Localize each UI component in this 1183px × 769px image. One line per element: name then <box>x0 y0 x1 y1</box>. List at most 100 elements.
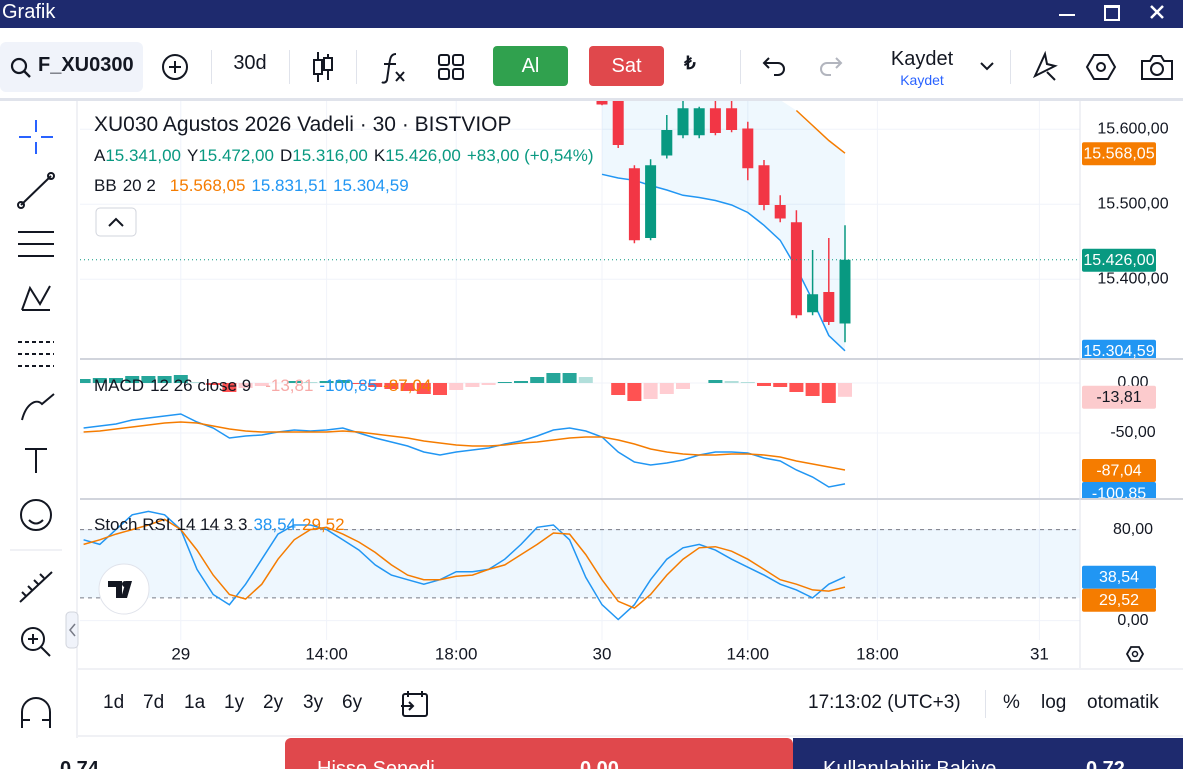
histogram-bar <box>805 383 820 396</box>
maximize-button[interactable] <box>1104 5 1120 21</box>
fib-tool[interactable] <box>18 231 54 257</box>
price-badge-label: 29,52 <box>1099 592 1139 609</box>
candle-body <box>612 100 624 145</box>
candle-body <box>742 128 754 169</box>
text-tool[interactable] <box>25 448 47 473</box>
minimize-button[interactable] <box>1059 14 1075 16</box>
stoch-legend: Stoch RSI 14 14 3 3 38,54 29,52 <box>94 515 351 535</box>
range-button[interactable]: 6y <box>342 692 363 713</box>
search-icon <box>10 57 31 78</box>
x-tick-label: 18:00 <box>856 644 899 663</box>
stock-value: 0,00 <box>580 758 619 769</box>
snapshot-button[interactable] <box>1140 53 1174 81</box>
settings-button[interactable] <box>1085 52 1117 82</box>
percent-toggle[interactable]: % <box>1003 692 1020 713</box>
price-badge <box>1082 565 1156 589</box>
price-badge-label: 15.426,00 <box>1083 252 1154 269</box>
brush-tool[interactable] <box>21 393 55 421</box>
bb-fill <box>602 100 845 351</box>
auto-toggle[interactable]: otomatik <box>1087 692 1159 713</box>
zoom-plus <box>28 634 51 657</box>
range-button[interactable]: 1d <box>103 692 125 713</box>
bb-value: 15.568,05 <box>169 176 246 195</box>
histogram-bar <box>643 383 658 399</box>
range-button[interactable]: 7d <box>143 692 165 713</box>
candle-body <box>596 100 608 105</box>
range-button[interactable]: 1y <box>224 692 245 713</box>
histogram-bar <box>821 383 836 403</box>
macd-legend: MACD 12 26 close 9 -13,81 -100,85 -87,04 <box>94 376 437 396</box>
redo-button[interactable] <box>817 55 845 79</box>
histogram-bar <box>352 383 366 384</box>
histogram-bar <box>319 381 334 383</box>
indicator-line <box>83 413 846 488</box>
layout-button[interactable] <box>437 53 465 81</box>
axis-settings[interactable] <box>1125 646 1145 662</box>
log-toggle[interactable]: log <box>1041 692 1067 713</box>
bb-name: BB <box>94 176 117 195</box>
price-badge <box>1082 482 1156 498</box>
alert-button[interactable] <box>1029 50 1059 82</box>
pattern-tool[interactable] <box>21 285 51 311</box>
zoom-tool[interactable] <box>21 627 45 651</box>
handle-icon <box>69 623 76 637</box>
trendline-tool[interactable] <box>20 175 52 206</box>
trendline-handle <box>47 172 55 180</box>
panel-handle[interactable] <box>65 611 79 649</box>
crosshair-tool[interactable] <box>19 120 53 154</box>
price-pane <box>80 100 1080 352</box>
histogram-bar <box>368 383 383 387</box>
indicators-button[interactable] <box>380 50 408 84</box>
collapse-icon <box>108 217 124 227</box>
compare-button[interactable] <box>160 52 190 82</box>
bb-params: 20 2 <box>122 176 156 195</box>
time-axis: 29 14:00 18:00 30 14:00 18:00 31 <box>171 644 1049 663</box>
y-tick-label: 0,00 <box>1117 612 1148 629</box>
histogram-bar <box>416 383 431 394</box>
projection-tool[interactable] <box>18 341 54 367</box>
range-button[interactable]: 3y <box>303 692 324 713</box>
buy-button[interactable]: Al <box>493 46 568 86</box>
bottom-left: 0,74 <box>0 738 285 769</box>
price-axis: 15.600,00 15.500,00 15.400,00 15.568,05 15.4… <box>1082 120 1169 358</box>
macd-axis: 0,00-50,00-13,81-87,04-100,85 <box>1082 374 1156 498</box>
sell-button[interactable]: Sat <box>589 46 664 86</box>
interval-button[interactable]: 30d <box>233 52 267 74</box>
currency-button[interactable]: ₺ <box>684 53 696 73</box>
candle-body <box>774 205 786 219</box>
ruler-tool[interactable] <box>19 571 53 603</box>
symbol-search[interactable]: F_XU0300 <box>0 42 143 92</box>
emoji-tool[interactable] <box>20 499 52 531</box>
ohlc-key: D <box>279 146 293 165</box>
histogram-bar <box>757 383 771 386</box>
histogram-bar <box>222 383 237 392</box>
x-tick-label: 14:00 <box>305 644 348 663</box>
chart-type-button[interactable] <box>310 50 336 84</box>
stock-panel: Hisse Senedi 0,00 <box>285 738 793 769</box>
histogram-bar <box>676 383 690 389</box>
macd-params: 12 26 close 9 <box>150 376 252 395</box>
close-button[interactable] <box>1149 4 1165 20</box>
range-button[interactable]: 1a <box>184 692 206 713</box>
save-button[interactable]: Kaydet <box>890 48 954 70</box>
clock: 17:13:02 (UTC+3) <box>808 692 961 713</box>
histogram-bar <box>238 383 253 388</box>
collapse-button[interactable] <box>95 207 137 237</box>
range-button[interactable]: 2y <box>263 692 284 713</box>
save-menu[interactable] <box>979 60 995 72</box>
magnet-tool[interactable] <box>21 697 51 728</box>
x-tick-label: 30 <box>593 644 612 663</box>
ohlc-value: 15.341,00 <box>105 146 181 165</box>
y-tick-label: -50,00 <box>1110 424 1155 441</box>
indicator-line <box>795 109 846 154</box>
date-range-button[interactable] <box>399 690 429 718</box>
indicator-line <box>83 518 846 609</box>
histogram-bar <box>562 373 577 383</box>
x-tick-label: 29 <box>171 644 190 663</box>
undo-button[interactable] <box>760 55 788 79</box>
ohlc-legend: A15.341,00 Y15.472,00 D15.316,00 K15.426,00… <box>94 146 600 166</box>
histogram-bar <box>627 383 642 401</box>
histogram-bar <box>157 376 172 383</box>
y-tick-label: 15.600,00 <box>1097 120 1168 137</box>
